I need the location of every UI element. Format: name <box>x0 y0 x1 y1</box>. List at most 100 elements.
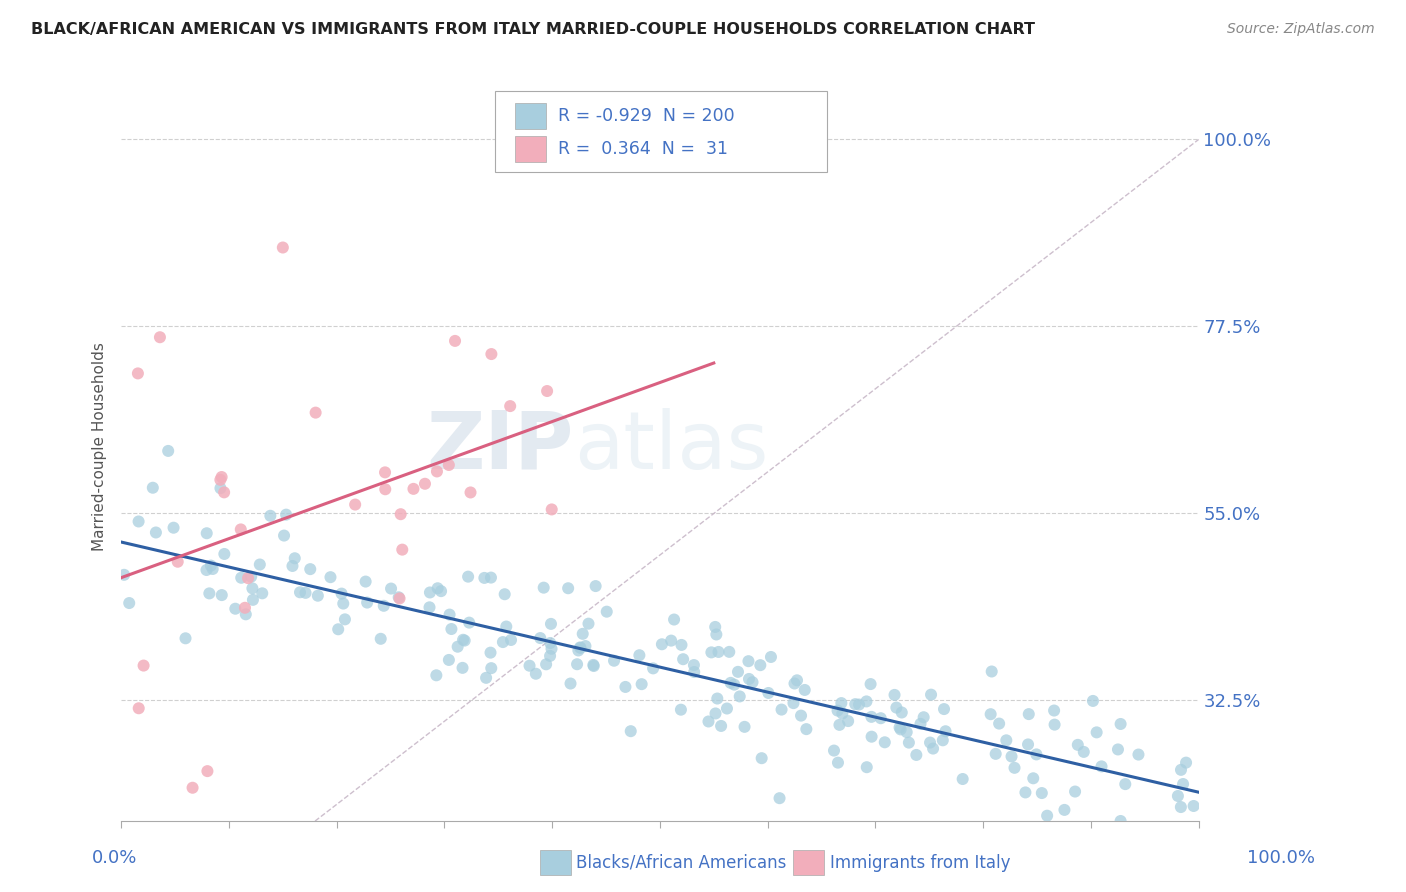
Point <box>1090 759 1112 773</box>
Point <box>538 648 561 663</box>
Point <box>492 635 515 649</box>
Point <box>474 571 496 585</box>
Point <box>700 645 723 659</box>
Point <box>354 574 377 589</box>
Point <box>540 616 562 631</box>
Point <box>557 581 579 595</box>
Point <box>330 586 353 600</box>
Text: 0.0%: 0.0% <box>91 849 136 867</box>
Point <box>790 708 813 723</box>
Point <box>211 470 233 484</box>
Point <box>200 558 222 573</box>
Point <box>437 458 460 472</box>
Point <box>240 569 263 583</box>
Point <box>1025 747 1047 762</box>
Point <box>614 680 637 694</box>
Text: Source: ZipAtlas.com: Source: ZipAtlas.com <box>1227 22 1375 37</box>
Point <box>413 476 436 491</box>
Point <box>1109 814 1132 828</box>
Point <box>524 666 547 681</box>
Point <box>734 720 756 734</box>
Point <box>195 563 218 577</box>
Point <box>529 631 551 645</box>
Point <box>830 696 852 710</box>
Point <box>683 665 706 679</box>
Point <box>494 587 516 601</box>
Point <box>571 627 593 641</box>
Point <box>716 701 738 715</box>
Point <box>869 711 891 725</box>
Point <box>751 751 773 765</box>
Point <box>214 547 236 561</box>
Point <box>451 632 474 647</box>
Point <box>402 482 425 496</box>
Y-axis label: Married-couple Households: Married-couple Households <box>93 343 107 551</box>
Point <box>704 620 727 634</box>
Point <box>533 581 555 595</box>
Point <box>569 640 592 655</box>
Point <box>236 571 259 585</box>
Point <box>1064 784 1087 798</box>
Point <box>328 622 350 636</box>
Text: Blacks/African Americans: Blacks/African Americans <box>576 854 787 871</box>
Point <box>307 589 329 603</box>
Point <box>932 702 955 716</box>
Point <box>848 698 870 712</box>
Point <box>980 665 1002 679</box>
Point <box>827 756 849 770</box>
Point <box>426 465 449 479</box>
Point <box>426 581 449 595</box>
Point <box>380 582 402 596</box>
Point <box>166 555 188 569</box>
Point <box>1171 777 1194 791</box>
Point <box>728 690 751 704</box>
Text: atlas: atlas <box>574 408 768 486</box>
Point <box>479 571 502 585</box>
Point <box>786 673 808 688</box>
Point <box>704 627 727 641</box>
Point <box>855 760 877 774</box>
Point <box>437 653 460 667</box>
Point <box>782 696 804 710</box>
Point <box>1109 717 1132 731</box>
Point <box>201 562 224 576</box>
Point <box>319 570 342 584</box>
Point <box>249 558 271 572</box>
Point <box>952 772 974 786</box>
Point <box>444 334 467 348</box>
Point <box>823 743 845 757</box>
Point <box>896 725 918 739</box>
Point <box>284 551 307 566</box>
Point <box>1022 772 1045 786</box>
Point <box>873 735 896 749</box>
Point <box>1170 800 1192 814</box>
Point <box>704 706 727 721</box>
Point <box>1085 725 1108 739</box>
Point <box>231 571 253 585</box>
Point <box>294 586 316 600</box>
Text: 100.0%: 100.0% <box>1247 849 1315 867</box>
Point <box>276 508 298 522</box>
Point <box>1081 694 1104 708</box>
Point <box>738 672 761 686</box>
Point <box>128 515 150 529</box>
Point <box>672 652 695 666</box>
Point <box>391 542 413 557</box>
Point <box>457 569 479 583</box>
Point <box>980 707 1002 722</box>
Point <box>886 700 908 714</box>
Point <box>603 654 626 668</box>
Point <box>460 485 482 500</box>
Point <box>920 688 942 702</box>
Point <box>534 657 557 672</box>
Point <box>271 240 294 254</box>
Point <box>737 654 759 668</box>
Point <box>344 498 367 512</box>
Point <box>831 706 853 721</box>
Point <box>628 648 651 663</box>
Point <box>922 741 945 756</box>
Point <box>578 616 600 631</box>
Point <box>768 791 790 805</box>
Point <box>499 632 522 647</box>
Point <box>453 633 475 648</box>
